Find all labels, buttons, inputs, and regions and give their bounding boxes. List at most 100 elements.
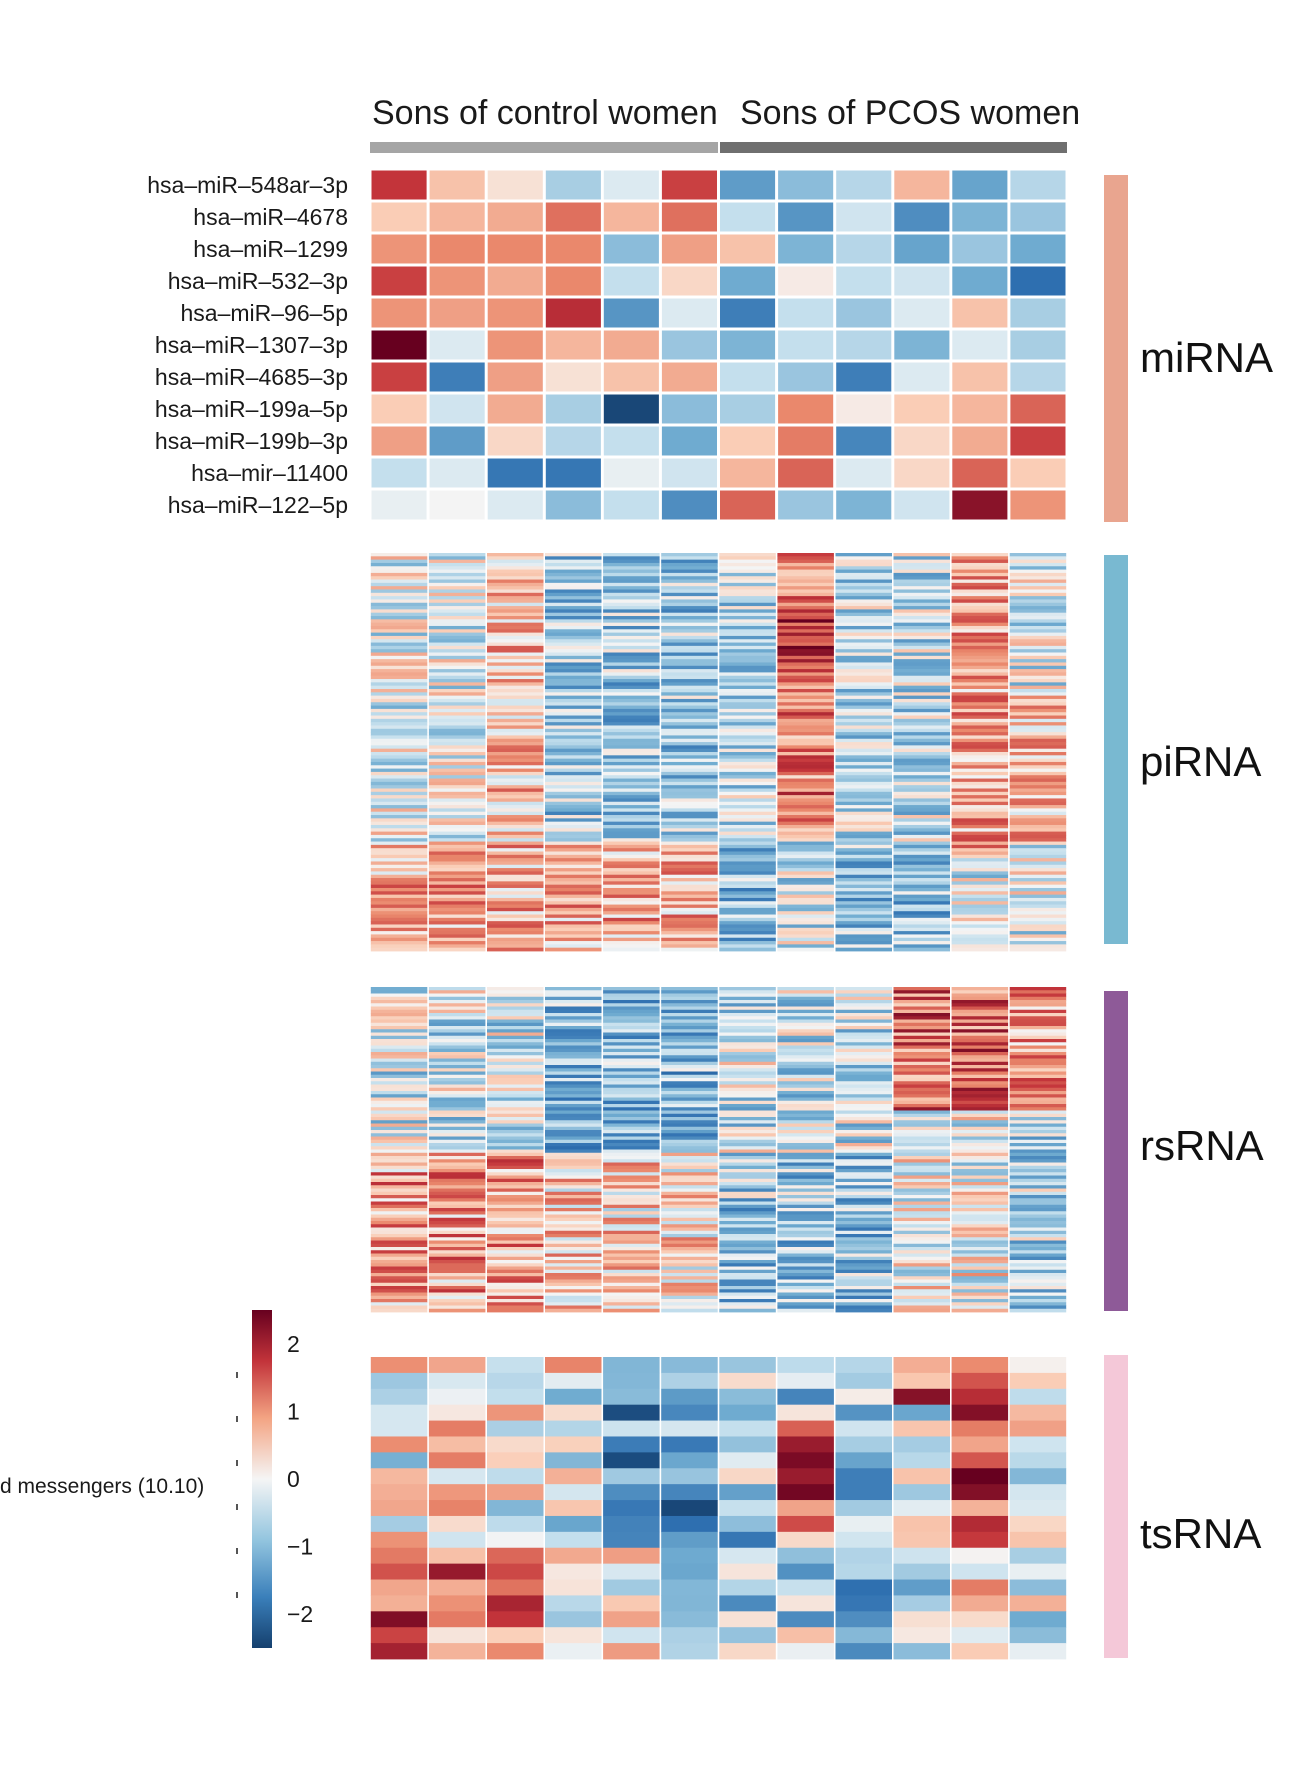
rsrna-cell <box>835 1048 892 1053</box>
pirna-cell <box>487 659 544 663</box>
rsrna-cell <box>545 1107 602 1111</box>
colorbar-tick-label: 0 <box>287 1466 300 1492</box>
pirna-cell <box>487 752 544 756</box>
pirna-cell <box>951 805 1009 809</box>
rsrna-cell <box>951 1107 1009 1111</box>
rsrna-cell <box>428 1078 486 1082</box>
mirna-cell <box>952 490 1008 520</box>
rsrna-cell <box>1009 1104 1067 1108</box>
rsrna-cell <box>777 1273 834 1277</box>
rsrna-cell <box>1009 1169 1067 1173</box>
rsrna-cell <box>951 1055 1009 1059</box>
rsrna-cell <box>777 1133 834 1137</box>
pirna-cell <box>545 911 602 915</box>
pirna-cell <box>603 887 660 892</box>
rsrna-cell <box>603 1000 660 1004</box>
pirna-cell <box>835 602 892 607</box>
pirna-cell <box>428 722 486 726</box>
pirna-cell <box>661 821 718 826</box>
pirna-cell <box>719 844 776 849</box>
pirna-cell <box>835 562 892 567</box>
pirna-cell <box>661 944 718 949</box>
pirna-cell <box>893 914 950 919</box>
tsrna-heatmap <box>370 1357 1067 1660</box>
rsrna-cell <box>428 1026 486 1030</box>
pirna-cell <box>661 632 718 637</box>
rsrna-cell <box>487 1282 544 1287</box>
tsrna-cell <box>951 1452 1009 1469</box>
rsrna-cell <box>603 1305 660 1310</box>
pirna-cell <box>719 725 776 730</box>
pirna-cell <box>545 572 602 577</box>
rsrna-cell <box>951 1172 1009 1176</box>
pirna-cell <box>545 818 602 823</box>
rsrna-cell <box>893 1159 950 1163</box>
rsrna-cell <box>545 1234 602 1238</box>
pirna-cell <box>428 818 486 823</box>
rsrna-cell <box>719 1022 776 1027</box>
rsrna-cell <box>545 1240 602 1245</box>
pirna-cell <box>951 894 1009 899</box>
pirna-cell <box>603 553 660 557</box>
pirna-cell <box>893 622 950 627</box>
pirna-cell <box>951 761 1009 766</box>
pirna-cell <box>487 748 544 753</box>
pirna-cell <box>893 748 950 753</box>
pirna-cell <box>603 602 660 607</box>
rsrna-cell <box>545 1308 602 1313</box>
rsrna-cell <box>428 1256 486 1261</box>
rsrna-cell <box>777 1211 834 1215</box>
rsrna-cell <box>661 1243 718 1248</box>
tsrna-cell <box>777 1357 834 1374</box>
rsrna-cell <box>487 1195 544 1199</box>
pirna-cell <box>545 874 602 879</box>
rsrna-cell <box>893 1022 950 1027</box>
rsrna-cell <box>1009 1269 1067 1274</box>
tsrna-cell <box>370 1595 428 1612</box>
rsrna-cell <box>545 1156 602 1160</box>
rsrna-cell <box>661 1107 718 1111</box>
pirna-cell <box>370 645 428 650</box>
rsrna-cell <box>428 1009 486 1014</box>
mirna-cell <box>661 298 717 328</box>
pirna-cell <box>893 705 950 710</box>
rsrna-cell <box>487 1230 544 1235</box>
pirna-cell <box>370 931 428 935</box>
pirna-cell <box>370 795 428 799</box>
tsrna-cell <box>428 1627 486 1644</box>
mirna-cell <box>1010 202 1066 232</box>
rsrna-cell <box>370 1159 428 1163</box>
rsrna-cell <box>777 1061 834 1066</box>
pirna-cell <box>719 718 776 723</box>
pirna-cell <box>603 798 660 803</box>
rsrna-cell <box>893 1260 950 1264</box>
pirna-cell <box>487 917 544 922</box>
pirna-cell <box>545 884 602 889</box>
pirna-cell <box>487 937 544 942</box>
rsrna-cell <box>370 1016 428 1020</box>
rsrna-cell <box>835 1240 892 1245</box>
rsrna-cell <box>661 1195 718 1199</box>
rsrna-cell <box>370 1094 428 1098</box>
pirna-cell <box>777 679 834 683</box>
rsrna-cell <box>370 1100 428 1105</box>
rsrna-cell <box>719 1308 776 1313</box>
group-bar-pcos <box>720 142 1067 153</box>
tsrna-cell <box>487 1484 544 1501</box>
pirna-cell <box>428 914 486 919</box>
rsrna-cell <box>777 1055 834 1059</box>
pirna-cell <box>603 795 660 799</box>
pirna-cell <box>835 861 892 866</box>
rsrna-cell <box>603 1162 660 1167</box>
rsrna-cell <box>1009 1120 1067 1124</box>
rsrna-cell <box>835 1188 892 1193</box>
pirna-cell <box>951 616 1009 620</box>
rsrna-cell <box>545 1052 602 1056</box>
pirna-cell <box>893 861 950 866</box>
pirna-cell <box>835 878 892 882</box>
rsrna-cell <box>370 1130 428 1134</box>
rsrna-cell <box>370 1045 428 1050</box>
rsrna-cell <box>893 1029 950 1033</box>
mirna-cell <box>429 298 485 328</box>
rsrna-cell <box>487 1263 544 1267</box>
